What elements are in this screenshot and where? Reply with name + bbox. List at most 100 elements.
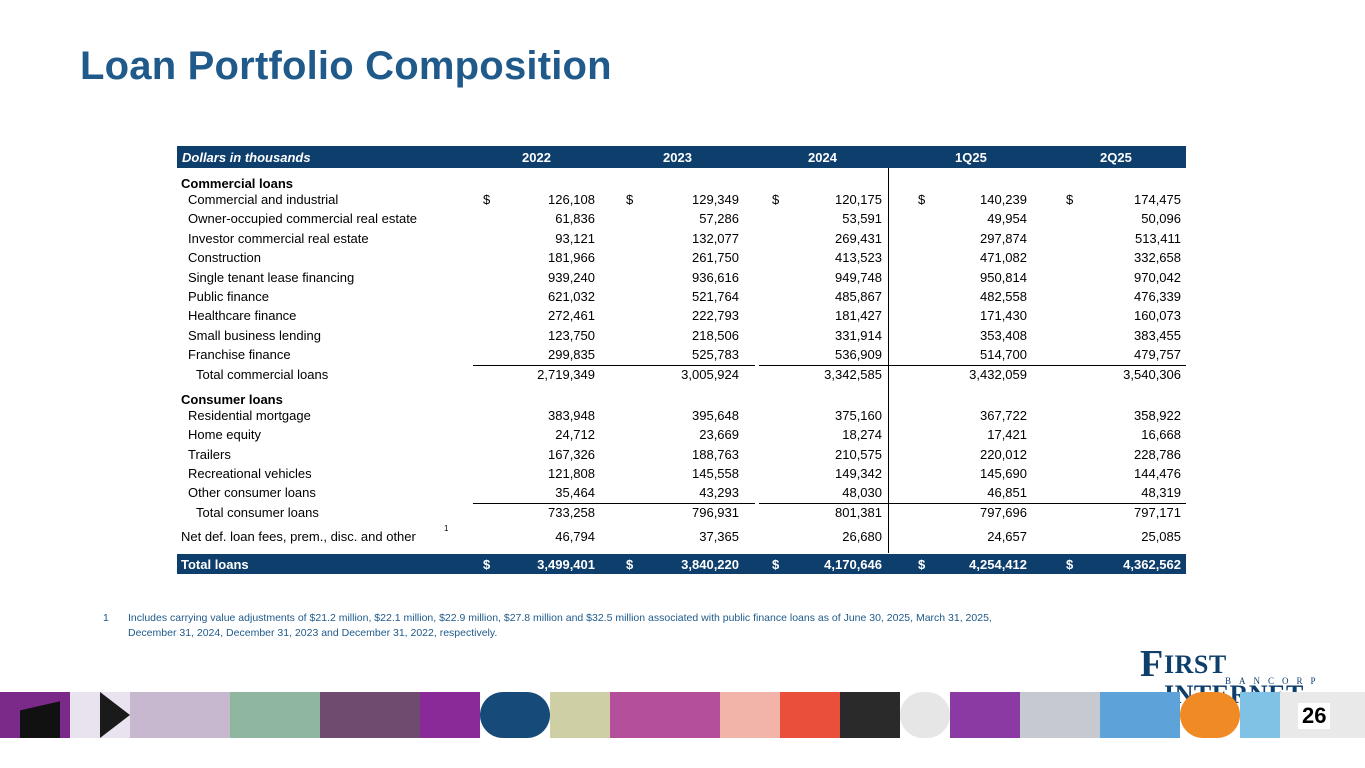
cell-value: 936,616 — [692, 269, 739, 285]
cell-value: 513,411 — [1134, 230, 1181, 246]
subtotal-rule — [1033, 364, 1186, 366]
table-row: Commercial and industrial $126,108 $129,34… — [177, 190, 1186, 209]
table-header: Dollars in thousands 2022 2023 2024 1Q25… — [177, 146, 1186, 168]
cell-value: 476,339 — [1134, 288, 1181, 304]
section-header-row: Commercial loans — [177, 168, 1186, 191]
cell-value: 220,012 — [980, 446, 1027, 462]
table-row: Residential mortgage 383,948 395,648 375,16… — [177, 406, 1186, 425]
row-label: Construction — [188, 250, 261, 266]
cell-value: 167,326 — [548, 446, 595, 462]
table-row: Home equity 24,712 23,669 18,274 17,421 16,66… — [177, 425, 1186, 444]
page-title: Loan Portfolio Composition — [80, 44, 612, 88]
cell-value: 536,909 — [835, 347, 882, 363]
cell-value: 149,342 — [835, 466, 882, 482]
cell-value: 514,700 — [980, 347, 1027, 363]
table-row: Small business lending 123,750 218,506 331,… — [177, 326, 1186, 345]
cell-value: 222,793 — [692, 308, 739, 324]
cell-value: 485,867 — [835, 288, 882, 304]
logo-subtitle: BANCORP — [1225, 676, 1324, 686]
cell-value: 332,658 — [1134, 250, 1181, 266]
subtotal-rule — [614, 364, 755, 366]
currency-sign: $ — [772, 192, 780, 207]
cell-value: 49,954 — [987, 211, 1027, 227]
row-label: Other consumer loans — [188, 485, 316, 501]
cell-value: 23,669 — [699, 427, 739, 443]
cell-value: 471,082 — [980, 250, 1027, 266]
currency-sign: $ — [1066, 192, 1074, 207]
subtotal-rule — [473, 364, 614, 366]
cell-value: 181,966 — [548, 250, 595, 266]
subtotal-rule — [473, 502, 614, 504]
table-row: Net def. loan fees, prem., disc. and oth… — [177, 522, 1186, 550]
cell-value: 621,032 — [548, 288, 595, 304]
cell-value: 261,750 — [692, 250, 739, 266]
subtotal-rule — [889, 502, 1033, 504]
cell-value: 970,042 — [1134, 269, 1181, 285]
cell-value: 48,030 — [842, 485, 882, 501]
cell-value: 796,931 — [692, 504, 739, 520]
subtotal-rule — [614, 502, 755, 504]
currency-sign: $ — [626, 192, 634, 207]
table-row: Trailers 167,326 188,763 210,575 220,012 228,… — [177, 445, 1186, 464]
cell-value: 26,680 — [842, 529, 882, 545]
cell-value: 297,874 — [980, 230, 1027, 246]
row-label: Total consumer loans — [196, 504, 319, 520]
subtotal-rule — [759, 364, 900, 366]
cell-value: 272,461 — [548, 308, 595, 324]
row-label: Single tenant lease financing — [188, 269, 355, 285]
cell-value: 269,431 — [835, 230, 882, 246]
cell-value: 171,430 — [980, 308, 1027, 324]
cell-value: 160,073 — [1134, 308, 1181, 324]
table-row: Franchise finance 299,835 525,783 536,909 51… — [177, 345, 1186, 364]
subtotal-row: Total consumer loans 733,258 796,931 801,38… — [177, 502, 1186, 522]
row-label: Commercial loans — [181, 176, 293, 191]
row-label: Owner-occupied commercial real estate — [188, 211, 418, 227]
cell-value: 218,506 — [692, 327, 739, 343]
cell-value: 797,696 — [980, 504, 1027, 520]
header-col-2022: 2022 — [522, 150, 551, 165]
row-label: Healthcare finance — [188, 308, 297, 324]
row-label: Public finance — [188, 288, 269, 304]
cell-value: 93,121 — [555, 230, 595, 246]
cell-value: 383,948 — [548, 407, 595, 423]
column-divider — [888, 168, 889, 553]
header-col-2q25: 2Q25 — [1100, 150, 1132, 165]
table-row: Other consumer loans 35,464 43,293 48,030 46… — [177, 483, 1186, 502]
cell-value: 24,712 — [555, 427, 595, 443]
currency-sign: $ — [772, 557, 780, 573]
row-label: Small business lending — [188, 327, 321, 343]
cell-value: 140,239 — [980, 192, 1027, 207]
logo-initial: F — [1140, 643, 1164, 685]
cell-value: 132,077 — [692, 230, 739, 246]
cell-value: 2,719,349 — [537, 366, 595, 382]
cell-value: 801,381 — [835, 504, 882, 520]
table-row: Single tenant lease financing 939,240 936,… — [177, 268, 1186, 287]
cell-value: 120,175 — [835, 192, 882, 207]
cell-value: 395,648 — [692, 407, 739, 423]
row-label: Consumer loans — [181, 391, 283, 407]
total-2022: 3,499,401 — [537, 557, 595, 573]
cell-value: 43,293 — [699, 485, 739, 501]
subtotal-row: Total commercial loans 2,719,349 3,005,924… — [177, 364, 1186, 384]
cell-value: 50,096 — [1141, 211, 1181, 227]
cell-value: 479,757 — [1134, 347, 1181, 363]
cell-value: 17,421 — [987, 427, 1027, 443]
total-2q25: 4,362,562 — [1123, 557, 1181, 573]
cell-value: 3,432,059 — [969, 366, 1027, 382]
footnote-number: 1 — [103, 612, 109, 624]
cell-value: 299,835 — [548, 347, 595, 363]
subtotal-rule — [889, 364, 1033, 366]
table-row: Investor commercial real estate 93,121 132… — [177, 229, 1186, 248]
cell-value: 35,464 — [555, 485, 595, 501]
cell-value: 129,349 — [692, 192, 739, 207]
total-1q25: 4,254,412 — [969, 557, 1027, 573]
table-body: Commercial loans Commercial and industria… — [177, 168, 1186, 550]
subtotal-rule — [1033, 502, 1186, 504]
cell-value: 521,764 — [692, 288, 739, 304]
cell-value: 210,575 — [835, 446, 882, 462]
currency-sign: $ — [918, 557, 926, 573]
table-row: Healthcare finance 272,461 222,793 181,427 1… — [177, 306, 1186, 325]
cell-value: 48,319 — [1141, 485, 1181, 501]
total-loans-label: Total loans — [181, 557, 249, 573]
table-row: Construction 181,966 261,750 413,523 471,082… — [177, 248, 1186, 267]
